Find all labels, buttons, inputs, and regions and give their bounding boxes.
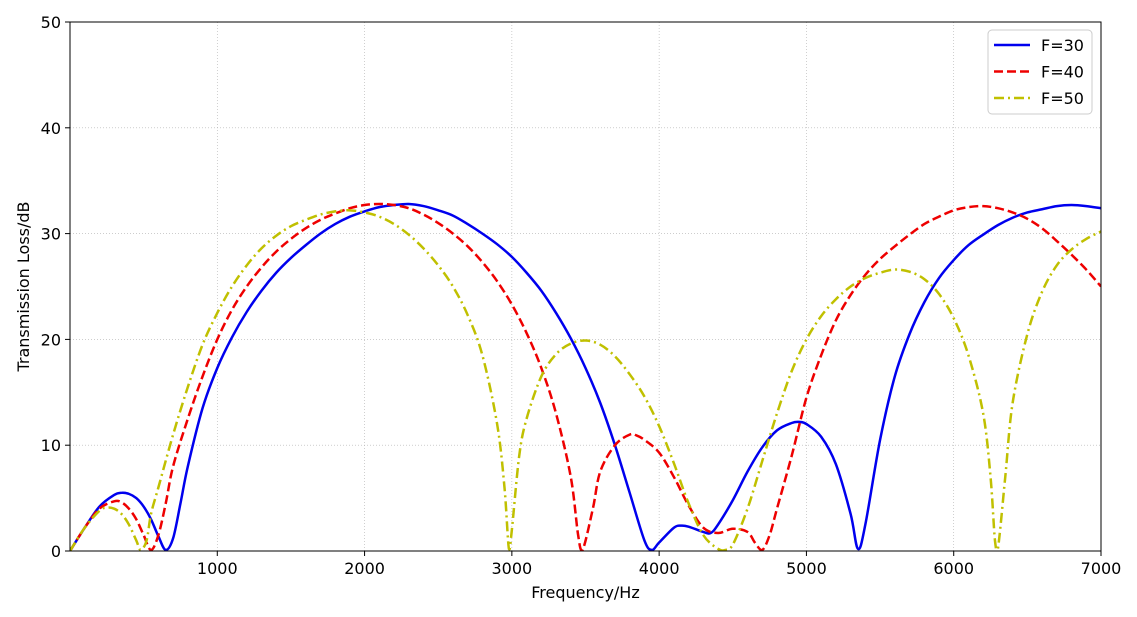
- y-tick-label: 0: [51, 542, 61, 561]
- legend-label-f-50: F=50: [1041, 89, 1084, 108]
- y-tick-label: 20: [41, 330, 61, 349]
- plot-frame: [69, 21, 1102, 552]
- x-tick-label: 1000: [197, 559, 238, 578]
- series-layer: [70, 202, 1101, 551]
- x-tick-label: 5000: [786, 559, 827, 578]
- legend: F=30 F=40 F=50: [987, 29, 1093, 115]
- series-line-f-50: [70, 209, 1101, 551]
- y-tick-label: 50: [41, 13, 61, 32]
- x-tick-label: 3000: [491, 559, 532, 578]
- legend-label-f-30: F=30: [1041, 36, 1084, 55]
- series-line-f-30: [70, 202, 1101, 551]
- y-axis-label: Transmission Loss/dB: [14, 201, 33, 372]
- series-line-f-40: [70, 202, 1101, 551]
- legend-label-f-40: F=40: [1041, 63, 1084, 82]
- y-tick-label: 40: [41, 119, 61, 138]
- x-tick-label: 6000: [933, 559, 974, 578]
- x-tick-label: 4000: [639, 559, 680, 578]
- x-tick-label: 7000: [1081, 559, 1122, 578]
- y-tick-label: 10: [41, 436, 61, 455]
- x-tick-label: 2000: [344, 559, 385, 578]
- axis-ticks: 1000 2000 3000 4000 5000 6000 7000 0 10 20 30 40 50: [41, 13, 1122, 578]
- x-axis-label: Frequency/Hz: [531, 583, 639, 602]
- y-tick-label: 30: [41, 225, 61, 244]
- legend-box: [987, 29, 1093, 115]
